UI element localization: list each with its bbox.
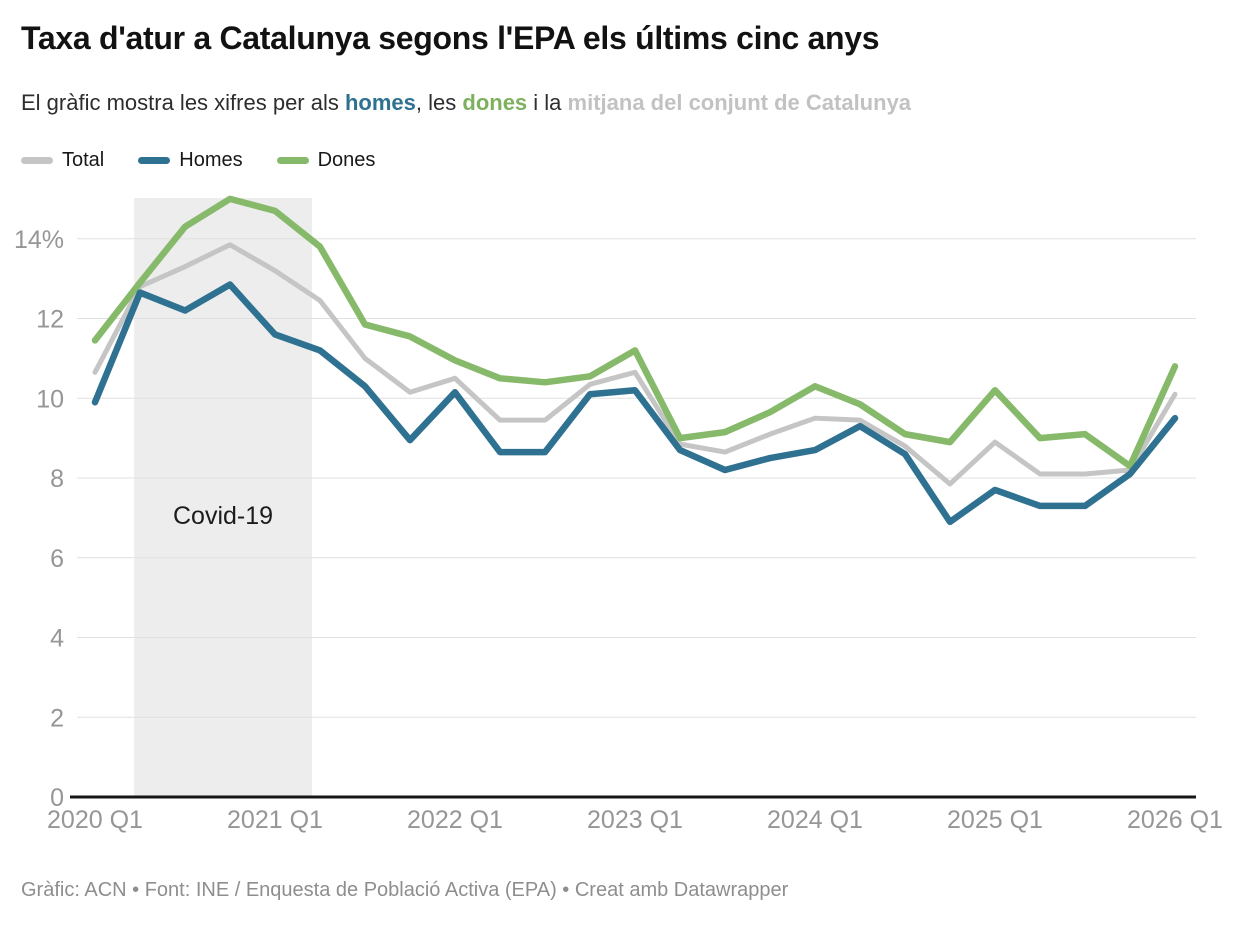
x-tick-label-2022-q1: 2022 Q1 — [407, 806, 503, 834]
chart-credit: Gràfic: ACN • Font: INE / Enquesta de Po… — [21, 879, 789, 901]
subtitle-part-5: mitjana del conjunt de Catalunya — [567, 90, 912, 115]
series-line-total — [92, 242, 1178, 487]
legend-swatch-total — [21, 157, 53, 164]
x-tick-label-2021-q1: 2021 Q1 — [227, 806, 323, 834]
x-tick-label-2024-q1: 2024 Q1 — [767, 806, 863, 834]
y-tick-label-6: 6 — [50, 545, 64, 573]
y-tick-label-8: 8 — [50, 465, 64, 493]
legend-label-homes: Homes — [179, 149, 243, 171]
legend-item-dones: Dones — [276, 149, 376, 172]
y-tick-label-12: 12 — [36, 306, 64, 334]
legend-item-total: Total — [21, 149, 104, 172]
chart-subtitle: El gràfic mostra les xifres per als home… — [21, 90, 911, 116]
x-tick-label-2025-q1: 2025 Q1 — [947, 806, 1043, 834]
subtitle-part-1: homes — [344, 90, 416, 115]
legend-item-homes: Homes — [138, 149, 243, 172]
x-tick-label-2026-q1: 2026 Q1 — [1127, 806, 1223, 834]
subtitle-part-2: , les — [415, 90, 463, 115]
series-line-dones — [91, 195, 1179, 470]
legend-swatch-dones — [276, 157, 309, 164]
x-tick-label-2023-q1: 2023 Q1 — [587, 806, 683, 834]
line-chart-svg: 14% 12 10 8 6 4 2 0 Covid-19 2020 Q1 2021 Q1 2022 Q… — [14, 195, 1223, 834]
y-tick-label-14: 14% — [14, 226, 64, 254]
legend-swatch-homes — [138, 157, 171, 164]
covid-band — [134, 198, 312, 797]
legend-label-total: Total — [62, 149, 105, 171]
chart-title: Taxa d'atur a Catalunya segons l'EPA els… — [21, 20, 880, 56]
x-tick-label-2020-q1: 2020 Q1 — [47, 806, 143, 834]
y-tick-label-2: 2 — [50, 704, 64, 732]
subtitle-part-4: i la — [527, 90, 568, 115]
subtitle-part-3: dones — [462, 90, 528, 115]
line-chart-area: 14% 12 10 8 6 4 2 0 Covid-19 2020 Q1 2021 Q1 2022 Q… — [0, 178, 1240, 858]
y-tick-label-10: 10 — [36, 385, 64, 413]
legend-label-dones: Dones — [317, 149, 376, 171]
series-line-homes — [91, 281, 1179, 526]
y-tick-label-0: 0 — [50, 784, 64, 812]
chart-legend: Total Homes Dones — [21, 149, 375, 172]
covid-label: Covid-19 — [173, 502, 273, 530]
y-tick-label-4: 4 — [50, 625, 64, 653]
subtitle-part-0: El gràfic mostra les xifres per als — [21, 90, 345, 115]
